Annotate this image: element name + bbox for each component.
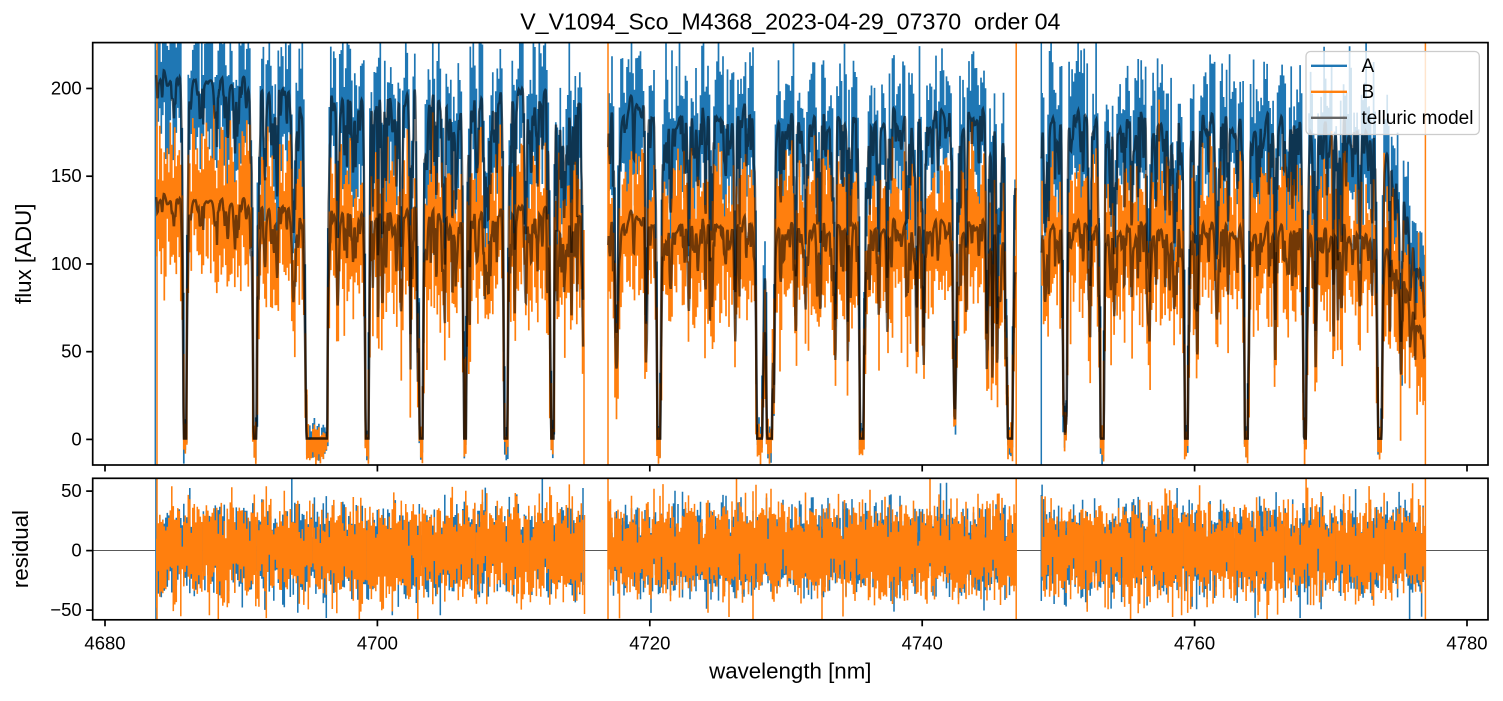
svg-text:4680: 4680	[84, 633, 125, 654]
svg-text:V_V1094_Sco_M4368_2023-04-29_0: V_V1094_Sco_M4368_2023-04-29_07370 order…	[520, 9, 1060, 35]
svg-text:4740: 4740	[902, 633, 943, 654]
svg-text:flux [ADU]: flux [ADU]	[11, 204, 36, 304]
svg-text:50: 50	[61, 480, 82, 501]
svg-text:4700: 4700	[357, 633, 398, 654]
svg-text:−50: −50	[50, 599, 81, 620]
svg-text:B: B	[1362, 82, 1375, 103]
svg-text:4760: 4760	[1174, 633, 1215, 654]
svg-text:wavelength [nm]: wavelength [nm]	[708, 659, 871, 684]
svg-text:residual: residual	[8, 510, 33, 588]
svg-text:0: 0	[71, 428, 81, 449]
svg-text:150: 150	[51, 165, 82, 186]
svg-text:4780: 4780	[1446, 633, 1487, 654]
svg-text:A: A	[1362, 56, 1375, 77]
svg-text:200: 200	[51, 77, 82, 98]
svg-text:100: 100	[51, 253, 82, 274]
svg-text:0: 0	[71, 540, 81, 561]
svg-text:50: 50	[61, 341, 82, 362]
svg-text:4720: 4720	[629, 633, 670, 654]
svg-text:telluric model: telluric model	[1362, 108, 1474, 129]
